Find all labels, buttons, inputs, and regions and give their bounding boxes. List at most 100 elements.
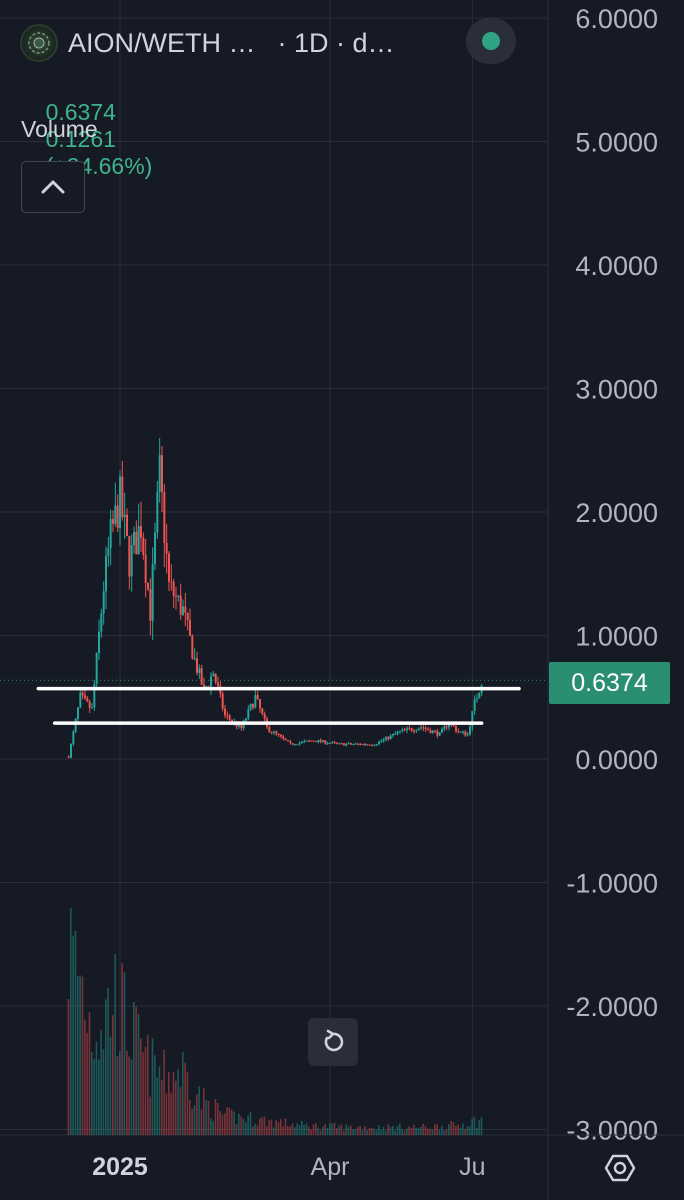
volume-bar xyxy=(289,1126,291,1135)
volume-bar xyxy=(424,1125,427,1135)
volume-histogram xyxy=(67,908,483,1135)
collapse-legend-button[interactable] xyxy=(21,161,85,213)
volume-bar xyxy=(417,1128,420,1135)
volume-bar xyxy=(189,1100,191,1135)
candle-body xyxy=(189,619,191,636)
candle-body xyxy=(156,491,159,533)
candle-body xyxy=(436,731,439,736)
candle-body xyxy=(382,739,385,741)
volume-bar xyxy=(364,1126,366,1135)
candle-body xyxy=(424,728,427,730)
candle-body xyxy=(93,684,96,708)
volume-bar xyxy=(333,1122,336,1135)
candle-body xyxy=(191,635,194,659)
candle-body xyxy=(319,739,322,742)
candle-body xyxy=(361,743,364,745)
volume-bar xyxy=(198,1086,200,1135)
candle-body xyxy=(350,743,352,745)
candle-body xyxy=(305,740,308,742)
volume-bar xyxy=(163,1049,165,1135)
volume-bar xyxy=(130,1059,133,1135)
volume-bar xyxy=(448,1124,450,1135)
volume-bar xyxy=(149,1096,151,1135)
volume-bar xyxy=(280,1119,282,1135)
symbol-row[interactable]: AION/WETH … · 1D · d… xyxy=(20,24,395,62)
y-tick-label: 5.0000 xyxy=(575,128,658,158)
chart-settings-button[interactable] xyxy=(598,1146,642,1190)
candle-body xyxy=(100,613,103,632)
volume-bar xyxy=(86,1033,88,1135)
candle-body xyxy=(434,730,436,732)
volume-bar xyxy=(245,1122,247,1135)
volume-bar xyxy=(95,1041,98,1135)
candle-body xyxy=(410,728,413,731)
market-status-button[interactable] xyxy=(466,18,516,64)
candle-body xyxy=(105,555,107,592)
volume-bar xyxy=(387,1124,389,1135)
volume-bar xyxy=(67,999,70,1135)
volume-bar xyxy=(144,1046,147,1135)
candle-body xyxy=(347,743,350,745)
volume-bar xyxy=(238,1113,240,1135)
candle-body xyxy=(261,708,264,714)
candle-body xyxy=(133,531,135,546)
volume-bar xyxy=(168,1072,170,1135)
candle-body xyxy=(277,733,280,735)
candle-body xyxy=(245,718,247,721)
candle-body xyxy=(254,695,257,708)
candle-body xyxy=(161,455,163,492)
volume-bar xyxy=(359,1126,361,1135)
volume-bar xyxy=(226,1107,228,1135)
candle-body xyxy=(238,723,240,727)
volume-bar xyxy=(84,1019,86,1135)
candle-body xyxy=(352,744,355,746)
candle-body xyxy=(182,606,184,615)
candle-body xyxy=(116,505,119,528)
volume-bar xyxy=(294,1127,296,1135)
volume-bar xyxy=(203,1088,205,1135)
change-value: 0.1261 xyxy=(45,126,116,152)
candle-body xyxy=(289,741,292,744)
volume-bar xyxy=(112,1015,114,1135)
candle-body xyxy=(172,581,175,596)
volume-bar xyxy=(123,972,126,1135)
candle-body xyxy=(231,719,233,723)
candle-body xyxy=(259,698,261,709)
volume-bar xyxy=(205,1100,207,1135)
candle-body xyxy=(378,741,380,745)
candle-body xyxy=(296,744,299,746)
market-status-dot-icon xyxy=(482,32,500,50)
volume-bar xyxy=(72,935,74,1135)
interval-label[interactable]: · 1D · d… xyxy=(277,27,395,58)
candle-body xyxy=(119,476,121,528)
candle-body xyxy=(95,652,98,685)
candle-body xyxy=(74,718,77,732)
y-tick-label: -3.0000 xyxy=(566,1116,658,1146)
candle-body xyxy=(431,730,434,734)
reset-chart-button[interactable] xyxy=(308,1018,358,1066)
symbol-name[interactable]: AION/WETH … xyxy=(68,27,256,58)
volume-bar xyxy=(350,1125,352,1135)
candle-body xyxy=(114,505,117,524)
candle-body xyxy=(315,740,317,743)
volume-bar xyxy=(401,1129,403,1135)
volume-bar xyxy=(464,1128,466,1135)
candle-body xyxy=(396,731,399,734)
volume-bar xyxy=(291,1123,294,1135)
aion-logo-icon xyxy=(20,24,58,62)
candle-body xyxy=(98,631,100,653)
candle-body xyxy=(130,545,133,577)
candle-body xyxy=(457,731,460,733)
volume-bar xyxy=(324,1124,326,1135)
y-tick-label: 6.0000 xyxy=(575,4,658,34)
candle-body xyxy=(84,695,86,698)
volume-bar xyxy=(121,963,123,1135)
candle-body xyxy=(142,537,145,555)
candle-body xyxy=(224,708,226,716)
candle-body xyxy=(464,731,467,736)
volume-label[interactable]: Volume xyxy=(21,116,98,142)
volume-bar xyxy=(378,1125,380,1135)
volume-bar xyxy=(252,1126,254,1135)
volume-bar xyxy=(249,1112,252,1135)
